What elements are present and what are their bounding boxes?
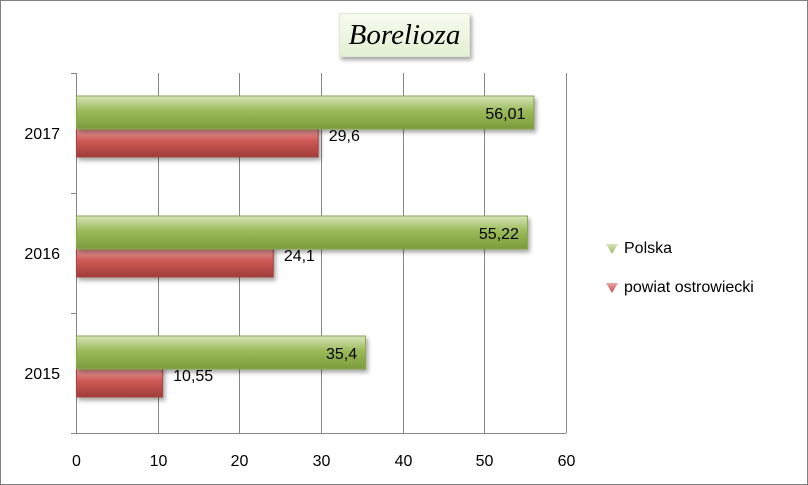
category-label: 2016 [24,246,60,263]
legend-item-powiat: powiat ostrowiecki [606,276,806,300]
bar-powiat [76,126,319,158]
legend-item-polska: Polska [606,237,806,261]
legend-label-polska: Polska [624,240,673,257]
bar-polska [76,95,535,130]
x-tick-label: 50 [476,453,494,470]
data-label-polska: 56,01 [485,106,525,123]
legend: Polska powiat ostrowiecki [606,237,806,315]
data-label-powiat: 24,1 [284,248,315,265]
bar-polska [76,215,528,250]
legend-marker-powiat [606,283,618,293]
data-label-powiat: 10,55 [173,368,213,385]
x-tick-label: 10 [150,453,168,470]
bar-polska [76,335,367,370]
data-label-polska: 55,22 [479,226,519,243]
data-label-polska: 35,4 [326,346,357,363]
legend-marker-polska [606,244,618,254]
chart-title-box: Borelioza [339,13,470,57]
bar-powiat [76,246,274,278]
bar-powiat [76,366,164,398]
x-tick-label: 60 [558,453,576,470]
category-label: 2015 [24,366,60,383]
chart-title: Borelioza [348,19,461,51]
data-label-powiat: 29,6 [329,128,360,145]
legend-label-powiat: powiat ostrowiecki [624,279,754,296]
x-tick-label: 30 [313,453,331,470]
category-label: 2017 [24,126,60,143]
x-tick-label: 20 [231,453,249,470]
x-tick-label: 0 [72,453,81,470]
x-tick-label: 40 [395,453,413,470]
